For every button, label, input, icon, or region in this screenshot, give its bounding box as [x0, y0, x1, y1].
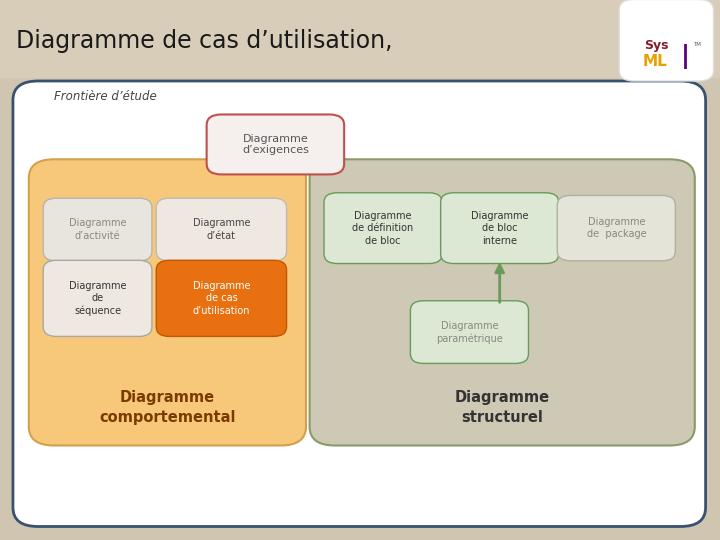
FancyBboxPatch shape — [156, 198, 287, 261]
FancyBboxPatch shape — [619, 0, 714, 81]
FancyBboxPatch shape — [43, 260, 152, 336]
Text: Diagramme
de définition
de bloc: Diagramme de définition de bloc — [352, 211, 414, 246]
Text: Diagramme
d’état: Diagramme d’état — [193, 218, 250, 241]
Text: Sys: Sys — [644, 39, 669, 52]
FancyBboxPatch shape — [207, 114, 344, 174]
FancyBboxPatch shape — [310, 159, 695, 446]
Text: Diagramme
d’activité: Diagramme d’activité — [69, 218, 126, 241]
FancyBboxPatch shape — [441, 193, 559, 264]
FancyBboxPatch shape — [0, 0, 720, 78]
Text: Diagramme
paramétrique: Diagramme paramétrique — [436, 321, 503, 343]
Text: ML: ML — [643, 53, 667, 69]
Text: Frontière d’étude: Frontière d’étude — [54, 90, 157, 103]
FancyBboxPatch shape — [156, 260, 287, 336]
Text: TM: TM — [693, 42, 701, 47]
FancyBboxPatch shape — [29, 159, 306, 446]
FancyBboxPatch shape — [324, 193, 442, 264]
Text: Diagramme
de bloc
interne: Diagramme de bloc interne — [471, 211, 528, 246]
FancyBboxPatch shape — [410, 301, 528, 363]
Text: Diagramme
de
séquence: Diagramme de séquence — [69, 281, 126, 316]
Text: Diagramme
d’exigences: Diagramme d’exigences — [242, 133, 309, 156]
Text: |: | — [680, 44, 690, 69]
FancyBboxPatch shape — [557, 195, 675, 261]
Text: Diagramme
de  package: Diagramme de package — [587, 217, 646, 239]
Text: Diagramme
de cas
d’utilisation: Diagramme de cas d’utilisation — [193, 281, 250, 316]
FancyBboxPatch shape — [43, 198, 152, 261]
Text: Diagramme
structurel: Diagramme structurel — [454, 390, 550, 425]
Text: Diagramme de cas d’utilisation,: Diagramme de cas d’utilisation, — [16, 29, 392, 53]
FancyBboxPatch shape — [13, 81, 706, 526]
Text: Diagramme
comportemental: Diagramme comportemental — [99, 390, 235, 425]
